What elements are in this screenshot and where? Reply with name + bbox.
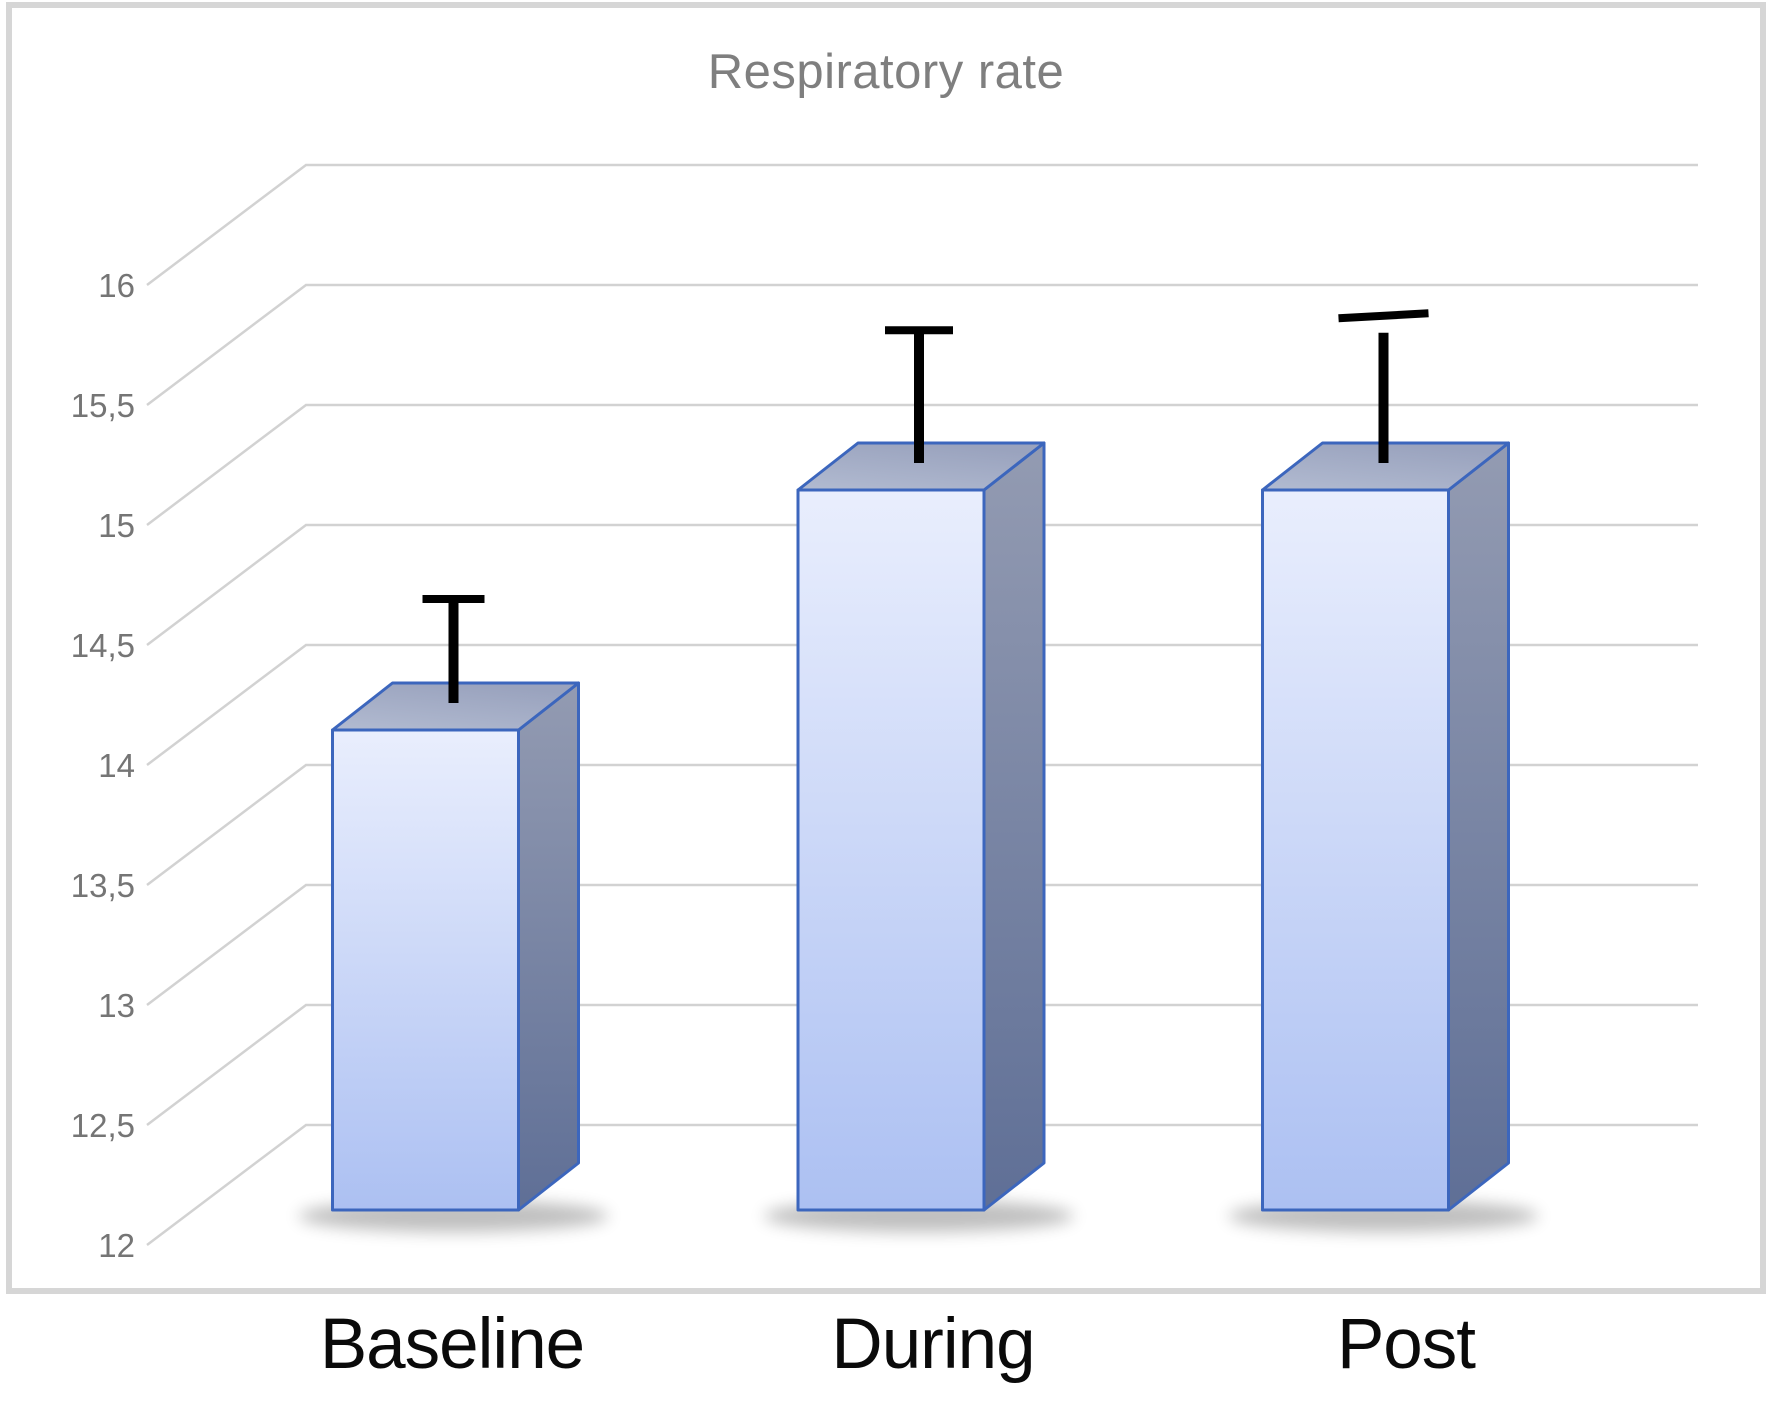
y-tick-label-15: 15 <box>98 507 135 544</box>
error-bars <box>422 309 1429 703</box>
y-tick-label-13: 13 <box>98 987 135 1024</box>
y-tick-label-14-5: 14,5 <box>71 627 135 664</box>
error-bar-post <box>1338 309 1429 463</box>
error-bar-baseline <box>422 595 485 703</box>
y-tick-label-16: 16 <box>98 267 135 304</box>
category-labels: Baseline During Post <box>320 1305 1477 1384</box>
error-bar-during <box>885 326 953 463</box>
y-tick-label-12: 12 <box>98 1227 135 1264</box>
y-tick-label-13-5: 13,5 <box>71 867 135 904</box>
category-label-baseline: Baseline <box>320 1305 584 1384</box>
bar-front-face <box>796 488 986 1212</box>
bar-side-face <box>982 441 1046 1212</box>
bar-series <box>298 441 1539 1232</box>
gridline <box>146 1003 1698 1126</box>
gridline <box>146 403 1698 526</box>
bar-baseline <box>298 681 609 1232</box>
gridline <box>146 883 1698 1006</box>
chart-title: Respiratory rate <box>708 45 1065 99</box>
y-tick-label-14: 14 <box>98 747 135 784</box>
gridline <box>146 163 1698 286</box>
y-axis-tick-labels: 16 15,5 15 14,5 14 13,5 13 12,5 12 <box>71 267 135 1264</box>
bar-top-face <box>331 681 580 732</box>
category-label-during: During <box>831 1305 1034 1384</box>
gridline <box>146 643 1698 766</box>
bar-post <box>1228 441 1539 1232</box>
y-tick-label-15-5: 15,5 <box>71 387 135 424</box>
gridline <box>146 283 1698 406</box>
bar-top-face <box>1261 441 1510 492</box>
bar-side-face <box>517 681 580 1212</box>
bar-side-face <box>1447 441 1510 1212</box>
y-tick-label-12-5: 12,5 <box>71 1107 135 1144</box>
bar-front-face <box>331 728 520 1212</box>
gridline <box>146 523 1698 646</box>
gridlines <box>146 163 1698 1246</box>
bar-front-face <box>1261 488 1450 1212</box>
error-bar-cap <box>1338 309 1429 323</box>
gridline <box>146 763 1698 886</box>
bar-top-face <box>796 441 1046 492</box>
bar-during <box>764 441 1074 1232</box>
gridline <box>146 1123 1698 1246</box>
category-label-post: Post <box>1337 1305 1476 1384</box>
